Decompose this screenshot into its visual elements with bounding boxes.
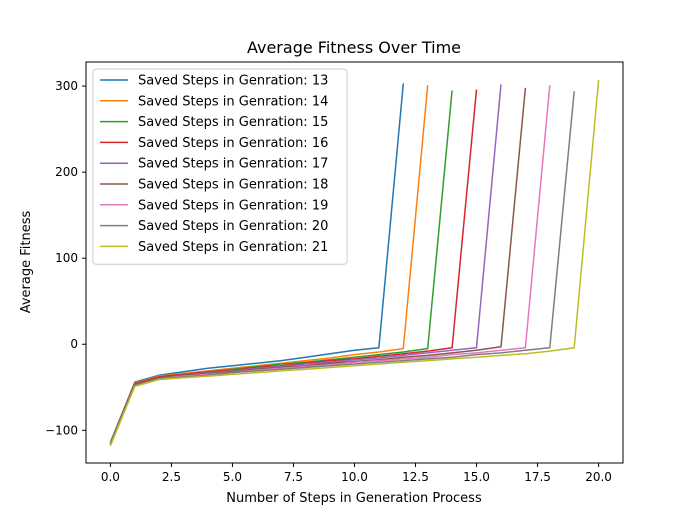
legend-label-4: Saved Steps in Genration: 16 bbox=[138, 136, 328, 151]
legend-label-1: Saved Steps in Genration: 13 bbox=[138, 74, 328, 89]
legend-box bbox=[92, 68, 348, 265]
y-tick-label: −100 bbox=[45, 423, 78, 437]
series-line-1 bbox=[109, 83, 405, 443]
x-axis-label: Number of Steps in Generation Process bbox=[226, 491, 482, 506]
x-tick-label: 15.0 bbox=[463, 470, 490, 484]
series-line-6 bbox=[109, 87, 527, 445]
x-tick-label: 17.5 bbox=[524, 470, 551, 484]
legend-label-8: Saved Steps in Genration: 20 bbox=[138, 219, 328, 234]
series-line-7 bbox=[109, 85, 551, 446]
series-line-9 bbox=[109, 80, 600, 447]
series-line-4 bbox=[109, 89, 478, 445]
x-tick-label: 10.0 bbox=[341, 470, 368, 484]
x-axis-ticks: 0.0 2.5 5.0 7.5 10.0 12.5 15.0 17.5 20.0 bbox=[101, 463, 612, 484]
chart-title: Average Fitness Over Time bbox=[247, 38, 461, 57]
y-axis-ticks: −100 0 100 200 300 bbox=[45, 79, 86, 437]
y-tick-label: 300 bbox=[55, 79, 78, 93]
legend-label-5: Saved Steps in Genration: 17 bbox=[138, 157, 328, 172]
x-tick-label: 12.5 bbox=[402, 470, 429, 484]
series-line-8 bbox=[109, 91, 575, 446]
legend-label-6: Saved Steps in Genration: 18 bbox=[138, 178, 328, 193]
x-tick-label: 20.0 bbox=[585, 470, 612, 484]
x-tick-label: 2.5 bbox=[162, 470, 181, 484]
y-axis-label: Average Fitness bbox=[19, 211, 34, 314]
legend-label-3: Saved Steps in Genration: 15 bbox=[138, 115, 328, 130]
y-tick-label: 100 bbox=[55, 251, 78, 265]
x-tick-label: 5.0 bbox=[223, 470, 242, 484]
y-tick-label: 0 bbox=[70, 337, 78, 351]
series-layer bbox=[109, 80, 600, 447]
legend: Saved Steps in Genration: 13 Saved Steps … bbox=[92, 68, 348, 265]
legend-label-2: Saved Steps in Genration: 14 bbox=[138, 94, 328, 109]
x-tick-label: 7.5 bbox=[284, 470, 303, 484]
y-tick-label: 200 bbox=[55, 165, 78, 179]
legend-label-9: Saved Steps in Genration: 21 bbox=[138, 240, 328, 255]
x-tick-label: 0.0 bbox=[101, 470, 120, 484]
legend-label-7: Saved Steps in Genration: 19 bbox=[138, 198, 328, 213]
series-line-2 bbox=[109, 85, 429, 444]
